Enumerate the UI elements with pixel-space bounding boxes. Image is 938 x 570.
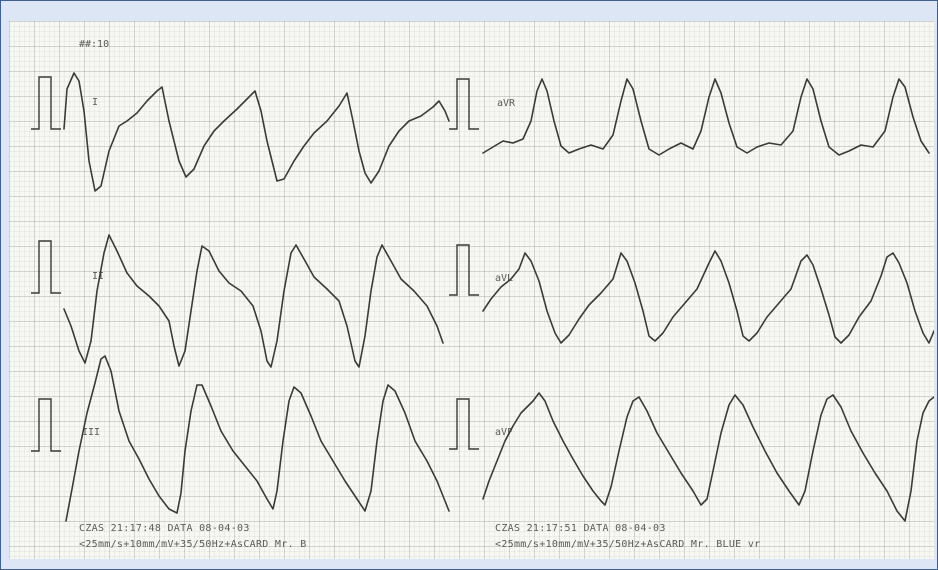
calibration-pulse-iii	[31, 398, 61, 452]
ecg-tracing: ##:10 I II III aVR aVL aVF	[31, 39, 934, 550]
footer-right-line2: <25mm/s+10mm/mV+35/50Hz+AsCARD Mr. BLUE …	[495, 539, 760, 550]
calibration-pulse-avr	[449, 78, 479, 130]
lead-label-avl: aVL	[495, 273, 513, 284]
trace-lead-avr	[482, 78, 930, 156]
lead-label-i: I	[92, 97, 98, 108]
footer-left-line2: <25mm/s+10mm/mV+35/50Hz+AsCARD Mr. B	[79, 539, 307, 550]
calibration-pulse-avf	[449, 398, 479, 450]
footer-right-line1: CZAS 21:17:51 DATA 08-04-03	[495, 523, 666, 534]
trace-lead-iii	[65, 355, 450, 522]
lead-label-ii: II	[92, 271, 104, 282]
calibration-pulse-ii	[31, 240, 61, 294]
calibration-pulse-i	[31, 76, 61, 130]
trace-lead-avl	[482, 250, 934, 344]
trace-lead-ii	[63, 234, 444, 368]
calibration-pulse-avl	[449, 244, 479, 296]
trace-lead-avf	[482, 392, 934, 522]
lead-label-avr: aVR	[497, 98, 516, 109]
ecg-paper: ##:10 I II III aVR aVL aVF	[9, 21, 934, 559]
footer-left-line1: CZAS 21:17:48 DATA 08-04-03	[79, 523, 250, 534]
trace-lead-i	[63, 72, 450, 192]
speed-label: ##:10	[79, 39, 109, 50]
lead-label-avf: aVF	[495, 427, 513, 438]
lead-label-iii: III	[82, 427, 100, 438]
